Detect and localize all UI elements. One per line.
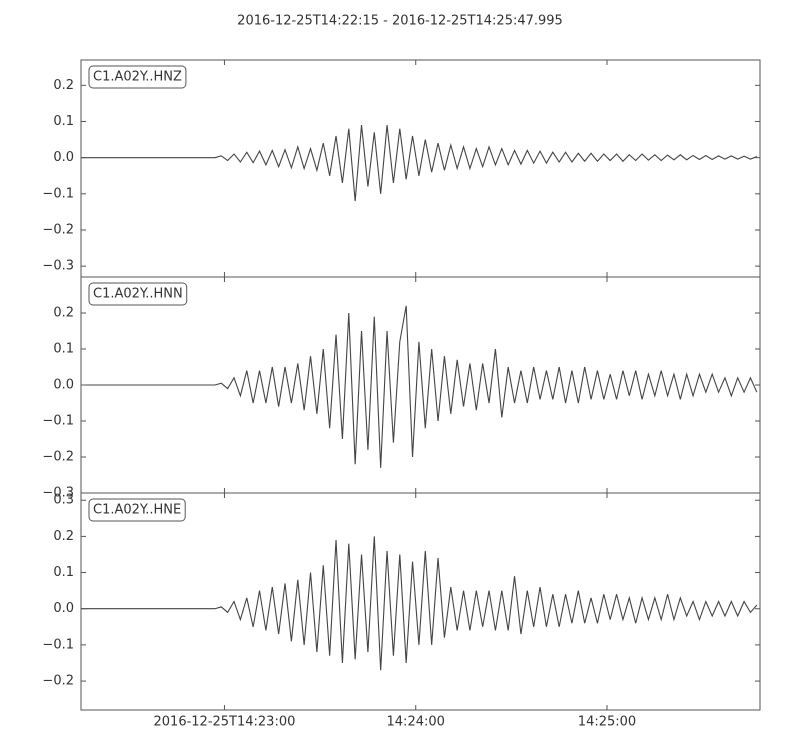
y-tick-label: −0.1	[42, 186, 74, 201]
frame	[80, 492, 761, 711]
y-tick-label: 0.1	[53, 565, 74, 580]
waveform	[81, 125, 758, 202]
panel: −0.3 −0.2 −0.1 0.0 0.1 0.2 C1.A02Y..HNN	[42, 276, 761, 501]
y-tick-label: 0.2	[53, 529, 74, 544]
trace-label-box	[88, 282, 188, 306]
y-tick-label: 0.1	[53, 114, 74, 129]
waveform	[81, 536, 758, 671]
panel: −0.2 −0.1 0.0 0.1 0.2 0.3 2016-12-25T14:23:00 1…	[42, 492, 761, 730]
y-tick-label: −0.3	[42, 486, 74, 501]
trace-label: C1.A02Y..HNN	[93, 287, 183, 302]
trace-label: C1.A02Y..HNZ	[93, 70, 182, 85]
trace-label-box	[88, 498, 186, 522]
y-tick-label: −0.2	[42, 674, 74, 689]
panel: −0.3 −0.2 −0.1 0.0 0.1 0.2 C1.A02Y..HNZ	[42, 59, 761, 278]
chart-title: 2016-12-25T14:22:15 - 2016-12-25T14:25:4…	[237, 14, 563, 29]
y-tick-label: 0.0	[53, 601, 74, 616]
waveform	[81, 305, 758, 468]
x-tick-label: 2016-12-25T14:23:00	[154, 715, 296, 730]
y-tick-label: −0.3	[42, 259, 74, 274]
x-tick-label: 14:25:00	[578, 715, 636, 730]
y-tick-label: 0.0	[53, 150, 74, 165]
y-tick-label: 0.2	[53, 78, 74, 93]
y-tick-label: −0.1	[42, 637, 74, 652]
x-tick-label: 14:24:00	[387, 715, 445, 730]
trace-label-box	[88, 65, 187, 89]
trace-label: C1.A02Y..HNE	[93, 503, 181, 518]
y-tick-label: 0.1	[53, 342, 74, 357]
y-tick-label: −0.1	[42, 414, 74, 429]
y-tick-label: 0.0	[53, 378, 74, 393]
y-tick-label: 0.2	[53, 306, 74, 321]
y-tick-label: −0.2	[42, 450, 74, 465]
y-tick-label: 0.3	[53, 493, 74, 508]
y-tick-label: −0.2	[42, 222, 74, 237]
